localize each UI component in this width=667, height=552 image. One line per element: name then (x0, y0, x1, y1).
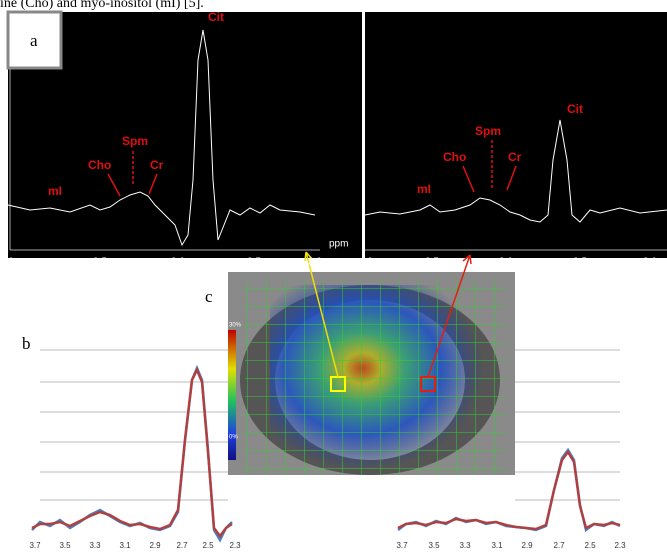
tick-label: 2.9 (521, 541, 533, 550)
peak-label: Spm (475, 124, 501, 138)
tick-label: 2.9 (149, 541, 161, 550)
tick-label: 3.5 (93, 257, 107, 268)
tick-label: 2.5 (202, 541, 214, 550)
peak-label: mI (417, 182, 431, 196)
tick-label: 3.0 (171, 257, 185, 268)
tick-label: 3.1 (491, 541, 503, 550)
peak-label: Cr (150, 158, 164, 172)
tick-label: 2.3 (614, 541, 626, 550)
tick-label: 3.7 (29, 541, 41, 550)
caption-fragment: ine (Cho) and myo-inositol (mI) [5]. (0, 0, 204, 11)
peak-label: Cit (208, 10, 224, 24)
colorbar-label: 0% (229, 435, 238, 441)
tick-label: 0 (8, 257, 14, 268)
peak-label: Cr (508, 150, 522, 164)
tick-label: 0 (367, 257, 373, 268)
tick-label: 3.1 (119, 541, 131, 550)
panel-label: b (22, 334, 31, 353)
tick-label: 2.5 (573, 257, 587, 268)
spectrum-fit (32, 370, 232, 536)
peak-label: mI (48, 184, 62, 198)
peak-label: Cho (443, 150, 466, 164)
tick-label: 3.5 (428, 541, 440, 550)
tick-label: 2.0 (643, 257, 657, 268)
colorbar-label: 30% (229, 323, 242, 329)
tick-label: 2.5 (247, 257, 261, 268)
tick-label: 3.3 (89, 541, 101, 550)
tick-label: 3.7 (396, 541, 408, 550)
voxel-grid (245, 280, 505, 475)
figure-page: ine (Cho) and myo-inositol (mI) [5]. a m… (0, 0, 667, 552)
tick-label: 3.3 (459, 541, 471, 550)
tick-label: 3.0 (499, 257, 513, 268)
tick-label: 3.5 (59, 541, 71, 550)
tick-label: 2.5 (584, 541, 596, 550)
figure: ine (Cho) and myo-inositol (mI) [5]. a m… (0, 0, 667, 552)
tick-label: 2.7 (553, 541, 565, 550)
tick-label: 2.7 (176, 541, 188, 550)
tick-label: 2.3 (229, 541, 241, 550)
spectrum-panel (365, 12, 667, 258)
peak-label: Cho (88, 158, 111, 172)
tick-label: 3.5 (425, 257, 439, 268)
tick-label: 2.0 (308, 257, 322, 268)
panel-label: c (205, 287, 213, 306)
peak-label: Cit (567, 102, 583, 116)
peak-label: Spm (122, 134, 148, 148)
axis-unit: ppm (329, 239, 348, 250)
panel-label: a (30, 31, 38, 50)
